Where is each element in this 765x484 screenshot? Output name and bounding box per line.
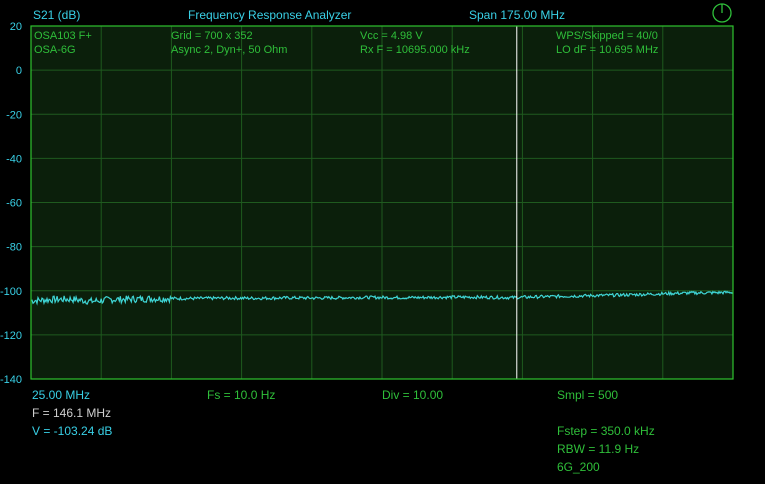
fstep-readout: Fstep = 350.0 kHz (557, 424, 655, 438)
grid (31, 26, 733, 379)
rx-freq-info: Rx F = 10695.000 kHz (360, 44, 470, 56)
rbw-readout: RBW = 11.9 Hz (557, 442, 640, 456)
y-tick-label: -40 (6, 153, 22, 165)
marker-frequency: F = 146.1 MHz (32, 406, 112, 420)
y-tick-label: 0 (16, 65, 22, 77)
marker-value: V = -103.24 dB (32, 424, 113, 438)
module-name: OSA-6G (34, 44, 76, 56)
y-tick-label: 20 (10, 21, 22, 33)
device-name: OSA103 F+ (34, 30, 92, 42)
vcc-info: Vcc = 4.98 V (360, 30, 423, 42)
app-title: Frequency Response Analyzer (188, 8, 352, 22)
y-tick-label: -20 (6, 109, 22, 121)
profile-name: 6G_200 (557, 460, 600, 474)
y-tick-label: -60 (6, 198, 22, 210)
y-tick-label: -80 (6, 242, 22, 254)
plot-frame (30, 25, 734, 380)
start-frequency: 25.00 MHz (32, 388, 91, 402)
y-tick-label: -140 (0, 374, 22, 386)
y-tick-label: -120 (0, 330, 22, 342)
div-readout: Div = 10.00 (382, 388, 444, 402)
y-tick-labels: 20 0 -20 -40 -60 -80 -100 -120 -140 (0, 21, 22, 386)
power-button[interactable] (711, 2, 733, 24)
y-axis-label: S21 (dB) (33, 8, 81, 22)
trace-line (30, 290, 734, 306)
span-readout: Span 175.00 MHz (469, 8, 566, 22)
wps-info: WPS/Skipped = 40/0 (556, 30, 658, 42)
fs-readout: Fs = 10.0 Hz (207, 388, 276, 402)
lo-df-info: LO dF = 10.695 MHz (556, 44, 659, 56)
y-tick-label: -100 (0, 286, 22, 298)
mode-info: Async 2, Dyn+, 50 Ohm (171, 44, 288, 56)
power-icon (712, 3, 732, 23)
samples-readout: Smpl = 500 (557, 388, 619, 402)
grid-info: Grid = 700 x 352 (171, 30, 253, 42)
